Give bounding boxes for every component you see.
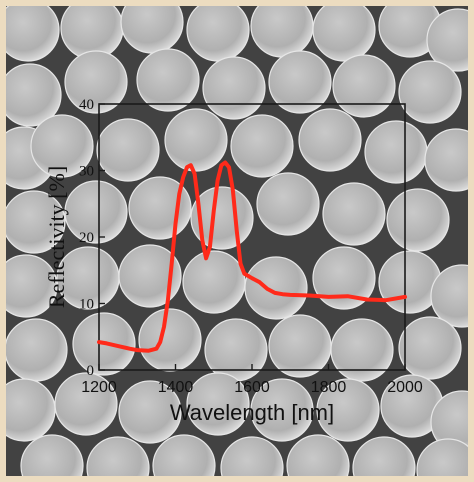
sphere-22	[424, 128, 468, 192]
sphere-40	[138, 308, 202, 372]
sphere-56	[220, 436, 284, 476]
sphere-10	[136, 48, 200, 112]
y-tick-label-30: 30	[79, 164, 94, 180]
sphere-48	[186, 372, 250, 436]
sphere-12	[268, 50, 332, 114]
reflectivity-series-line	[97, 160, 407, 353]
x-tick-label-2000: 2000	[387, 379, 423, 396]
sphere-46	[54, 372, 118, 436]
sphere-33	[182, 250, 246, 314]
sphere-18	[164, 108, 228, 172]
y-tick-label-0: 0	[87, 363, 95, 379]
sphere-14	[398, 60, 462, 124]
sphere-53	[20, 434, 84, 476]
sphere-49	[250, 378, 314, 442]
sphere-55	[152, 434, 216, 476]
sphere-23	[6, 190, 66, 254]
sphere-4	[250, 6, 314, 58]
sphere-43	[330, 318, 394, 382]
sphere-37	[430, 264, 468, 328]
sphere-5	[312, 6, 376, 62]
sphere-0	[6, 6, 60, 62]
sphere-57	[286, 434, 350, 476]
sphere-47	[118, 380, 182, 444]
y-axis-label: Reflectivity [%]	[44, 166, 69, 308]
sphere-20	[298, 108, 362, 172]
sphere-9	[64, 50, 128, 114]
sphere-34	[244, 256, 308, 320]
sphere-44	[398, 316, 462, 380]
y-tick-label-40: 40	[79, 97, 94, 113]
sphere-38	[6, 318, 68, 382]
x-tick-label-1400: 1400	[158, 379, 194, 396]
x-tick-label-1600: 1600	[234, 379, 270, 396]
sphere-35	[312, 246, 376, 310]
x-tick-label-1800: 1800	[311, 379, 347, 396]
sphere-21	[364, 120, 428, 184]
y-tick-label-10: 10	[79, 297, 94, 313]
sphere-1	[60, 6, 124, 60]
sphere-58	[352, 436, 416, 476]
sphere-8	[6, 63, 62, 127]
sphere-24	[64, 180, 128, 244]
sphere-59	[416, 438, 468, 476]
sphere-17	[96, 118, 160, 182]
sphere-30	[6, 254, 58, 318]
sphere-19	[230, 114, 294, 178]
sphere-27	[256, 172, 320, 236]
sphere-11	[202, 56, 266, 120]
sphere-3	[186, 6, 250, 62]
sphere-28	[322, 182, 386, 246]
x-axis-label: Wavelength [nm]	[170, 400, 334, 425]
sphere-29	[386, 188, 450, 252]
sphere-7	[426, 8, 468, 72]
sphere-50	[316, 378, 380, 442]
sphere-32	[118, 244, 182, 308]
sphere-16	[30, 114, 94, 178]
sphere-42	[268, 314, 332, 378]
sphere-13	[332, 54, 396, 118]
sphere-41	[204, 318, 268, 382]
x-tick-label-1200: 1200	[81, 379, 117, 396]
y-tick-label-20: 20	[79, 230, 94, 246]
sphere-45	[6, 378, 56, 442]
sphere-54	[86, 436, 150, 476]
